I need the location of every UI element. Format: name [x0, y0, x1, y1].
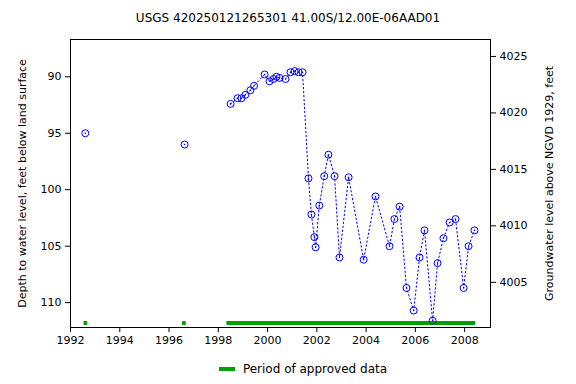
svg-text:90: 90: [48, 70, 62, 83]
svg-text:Depth to water level, feet bel: Depth to water level, feet below land su…: [16, 59, 29, 308]
html-text:USGS 420250121265301 41.00S/12: USGS 420250121265301 41.00S/12.00E-06AAD…: [135, 11, 441, 25]
svg-text:4015: 4015: [500, 163, 528, 176]
svg-text:1992: 1992: [57, 334, 85, 347]
svg-text:100: 100: [41, 183, 62, 196]
svg-text:1998: 1998: [204, 334, 232, 347]
svg-text:1996: 1996: [155, 334, 183, 347]
svg-text:2004: 2004: [352, 334, 380, 347]
svg-text:1994: 1994: [106, 334, 134, 347]
svg-text:2008: 2008: [451, 334, 479, 347]
svg-text:105: 105: [41, 240, 62, 253]
svg-text:4010: 4010: [500, 219, 528, 232]
svg-text:95: 95: [48, 127, 62, 140]
svg-text:Groundwater level above NGVD 1: Groundwater level above NGVD 1929, feet: [543, 65, 556, 301]
svg-text:4005: 4005: [500, 276, 528, 289]
svg-text:2000: 2000: [254, 334, 282, 347]
svg-text:2002: 2002: [303, 334, 331, 347]
svg-text:2006: 2006: [401, 334, 429, 347]
svg-text:4020: 4020: [500, 106, 528, 119]
svg-text:110: 110: [41, 296, 62, 309]
html-text:Period of approved data: Period of approved data: [242, 362, 388, 376]
svg-text:4025: 4025: [500, 50, 528, 63]
